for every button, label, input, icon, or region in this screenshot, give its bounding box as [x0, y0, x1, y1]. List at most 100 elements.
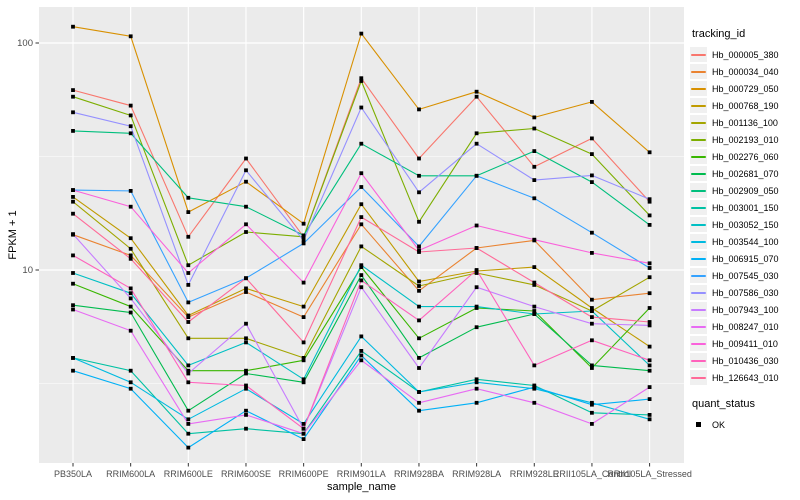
legend-item: Hb_003052_150: [690, 216, 798, 233]
data-point: [128, 256, 133, 261]
data-point: [647, 320, 652, 324]
data-point: [359, 334, 364, 339]
x-tick-label: RRIM600PE: [279, 469, 329, 479]
data-point: [301, 304, 306, 309]
x-tick-label: RRIM928BA: [394, 469, 444, 479]
x-tick-label: RRIM928LA: [452, 469, 501, 479]
data-point: [474, 246, 479, 250]
data-point: [301, 431, 306, 436]
data-point: [244, 156, 248, 161]
data-point: [417, 173, 421, 178]
legend-key-line: [691, 206, 706, 209]
legend-key-swatch: [690, 302, 707, 317]
legend-label: Hb_008247_010: [712, 321, 779, 332]
x-tick-label: RRIM928LE: [510, 469, 559, 479]
data-point: [128, 34, 133, 39]
data-point: [186, 422, 191, 426]
x-tick-label: RRII105LA_Stressed: [607, 469, 692, 479]
data-point: [359, 273, 364, 277]
legend-item: Hb_010436_030: [690, 352, 798, 369]
legend-title-quant-status: quant_status: [692, 398, 755, 410]
data-point: [186, 445, 191, 450]
data-point: [301, 380, 306, 385]
data-point: [474, 94, 479, 99]
data-point: [417, 390, 421, 394]
point-markers: [71, 24, 652, 450]
legend-key-line: [691, 53, 706, 56]
data-point: [359, 222, 364, 227]
data-point: [590, 309, 594, 313]
data-point: [474, 141, 479, 146]
data-point: [474, 377, 479, 382]
data-point: [244, 340, 248, 345]
legend-key-line: [691, 121, 706, 124]
legend-label: Hb_007943_100: [712, 304, 779, 315]
legend-key-swatch: [690, 234, 707, 249]
data-point: [71, 110, 75, 115]
quant-legend-label: OK: [712, 419, 726, 430]
legend-item: Hb_007943_100: [690, 301, 798, 318]
legend-key-swatch: [690, 285, 707, 300]
data-point: [301, 358, 306, 363]
data-point: [647, 261, 652, 266]
data-point: [186, 271, 191, 275]
data-point: [71, 368, 75, 373]
legend-item: Hb_001136_100: [690, 114, 798, 131]
data-point: [359, 353, 364, 358]
data-point: [244, 290, 248, 294]
data-point: [532, 149, 537, 153]
data-point: [532, 385, 537, 389]
data-point: [417, 318, 421, 323]
data-point: [128, 380, 133, 385]
data-point: [647, 368, 652, 373]
data-point: [647, 197, 652, 202]
data-point: [186, 408, 191, 413]
data-point: [128, 310, 133, 315]
legend-item: Hb_002276_060: [690, 148, 798, 165]
data-point: [590, 100, 594, 104]
legend-key-swatch: [690, 183, 707, 198]
y-axis-title: FPKM + 1: [7, 210, 19, 260]
data-point: [474, 271, 479, 275]
data-point: [244, 204, 248, 209]
data-point: [359, 185, 364, 189]
data-point: [417, 284, 421, 288]
data-point: [128, 253, 133, 258]
data-point: [532, 304, 537, 309]
data-point: [186, 371, 191, 376]
data-point: [71, 94, 75, 99]
y-tick-label: 10: [22, 265, 33, 276]
data-point: [128, 124, 133, 129]
data-point: [590, 366, 594, 370]
data-point: [474, 386, 479, 391]
data-point: [186, 263, 191, 268]
data-point: [647, 213, 652, 218]
data-point: [128, 296, 133, 301]
legend-key-line: [691, 223, 706, 226]
data-point: [590, 315, 594, 319]
legend-label: Hb_009411_010: [712, 338, 778, 349]
legend-label: Hb_003001_150: [712, 202, 779, 213]
legend-item: Hb_007545_030: [690, 267, 798, 284]
data-point: [186, 380, 191, 385]
legend-key-line: [691, 172, 706, 175]
legend-items: Hb_000005_380 Hb_000034_040 Hb_000729_050 H…: [690, 46, 798, 386]
data-point: [532, 400, 537, 405]
data-point: [71, 195, 75, 199]
legend-key-swatch: [690, 166, 707, 181]
legend-label: Hb_006915_070: [712, 253, 779, 264]
data-point: [359, 202, 364, 207]
legend-key-swatch: [690, 217, 707, 232]
x-tick-label: RRII105LA_Control: [553, 469, 631, 479]
data-point: [417, 408, 421, 413]
data-point: [128, 291, 133, 296]
data-point: [590, 321, 594, 326]
data-point: [186, 320, 191, 324]
data-point: [71, 188, 75, 192]
data-point: [71, 253, 75, 258]
data-point: [532, 265, 537, 269]
data-point: [417, 250, 421, 254]
data-point: [244, 230, 248, 234]
data-point: [359, 265, 364, 269]
data-point: [590, 297, 594, 302]
